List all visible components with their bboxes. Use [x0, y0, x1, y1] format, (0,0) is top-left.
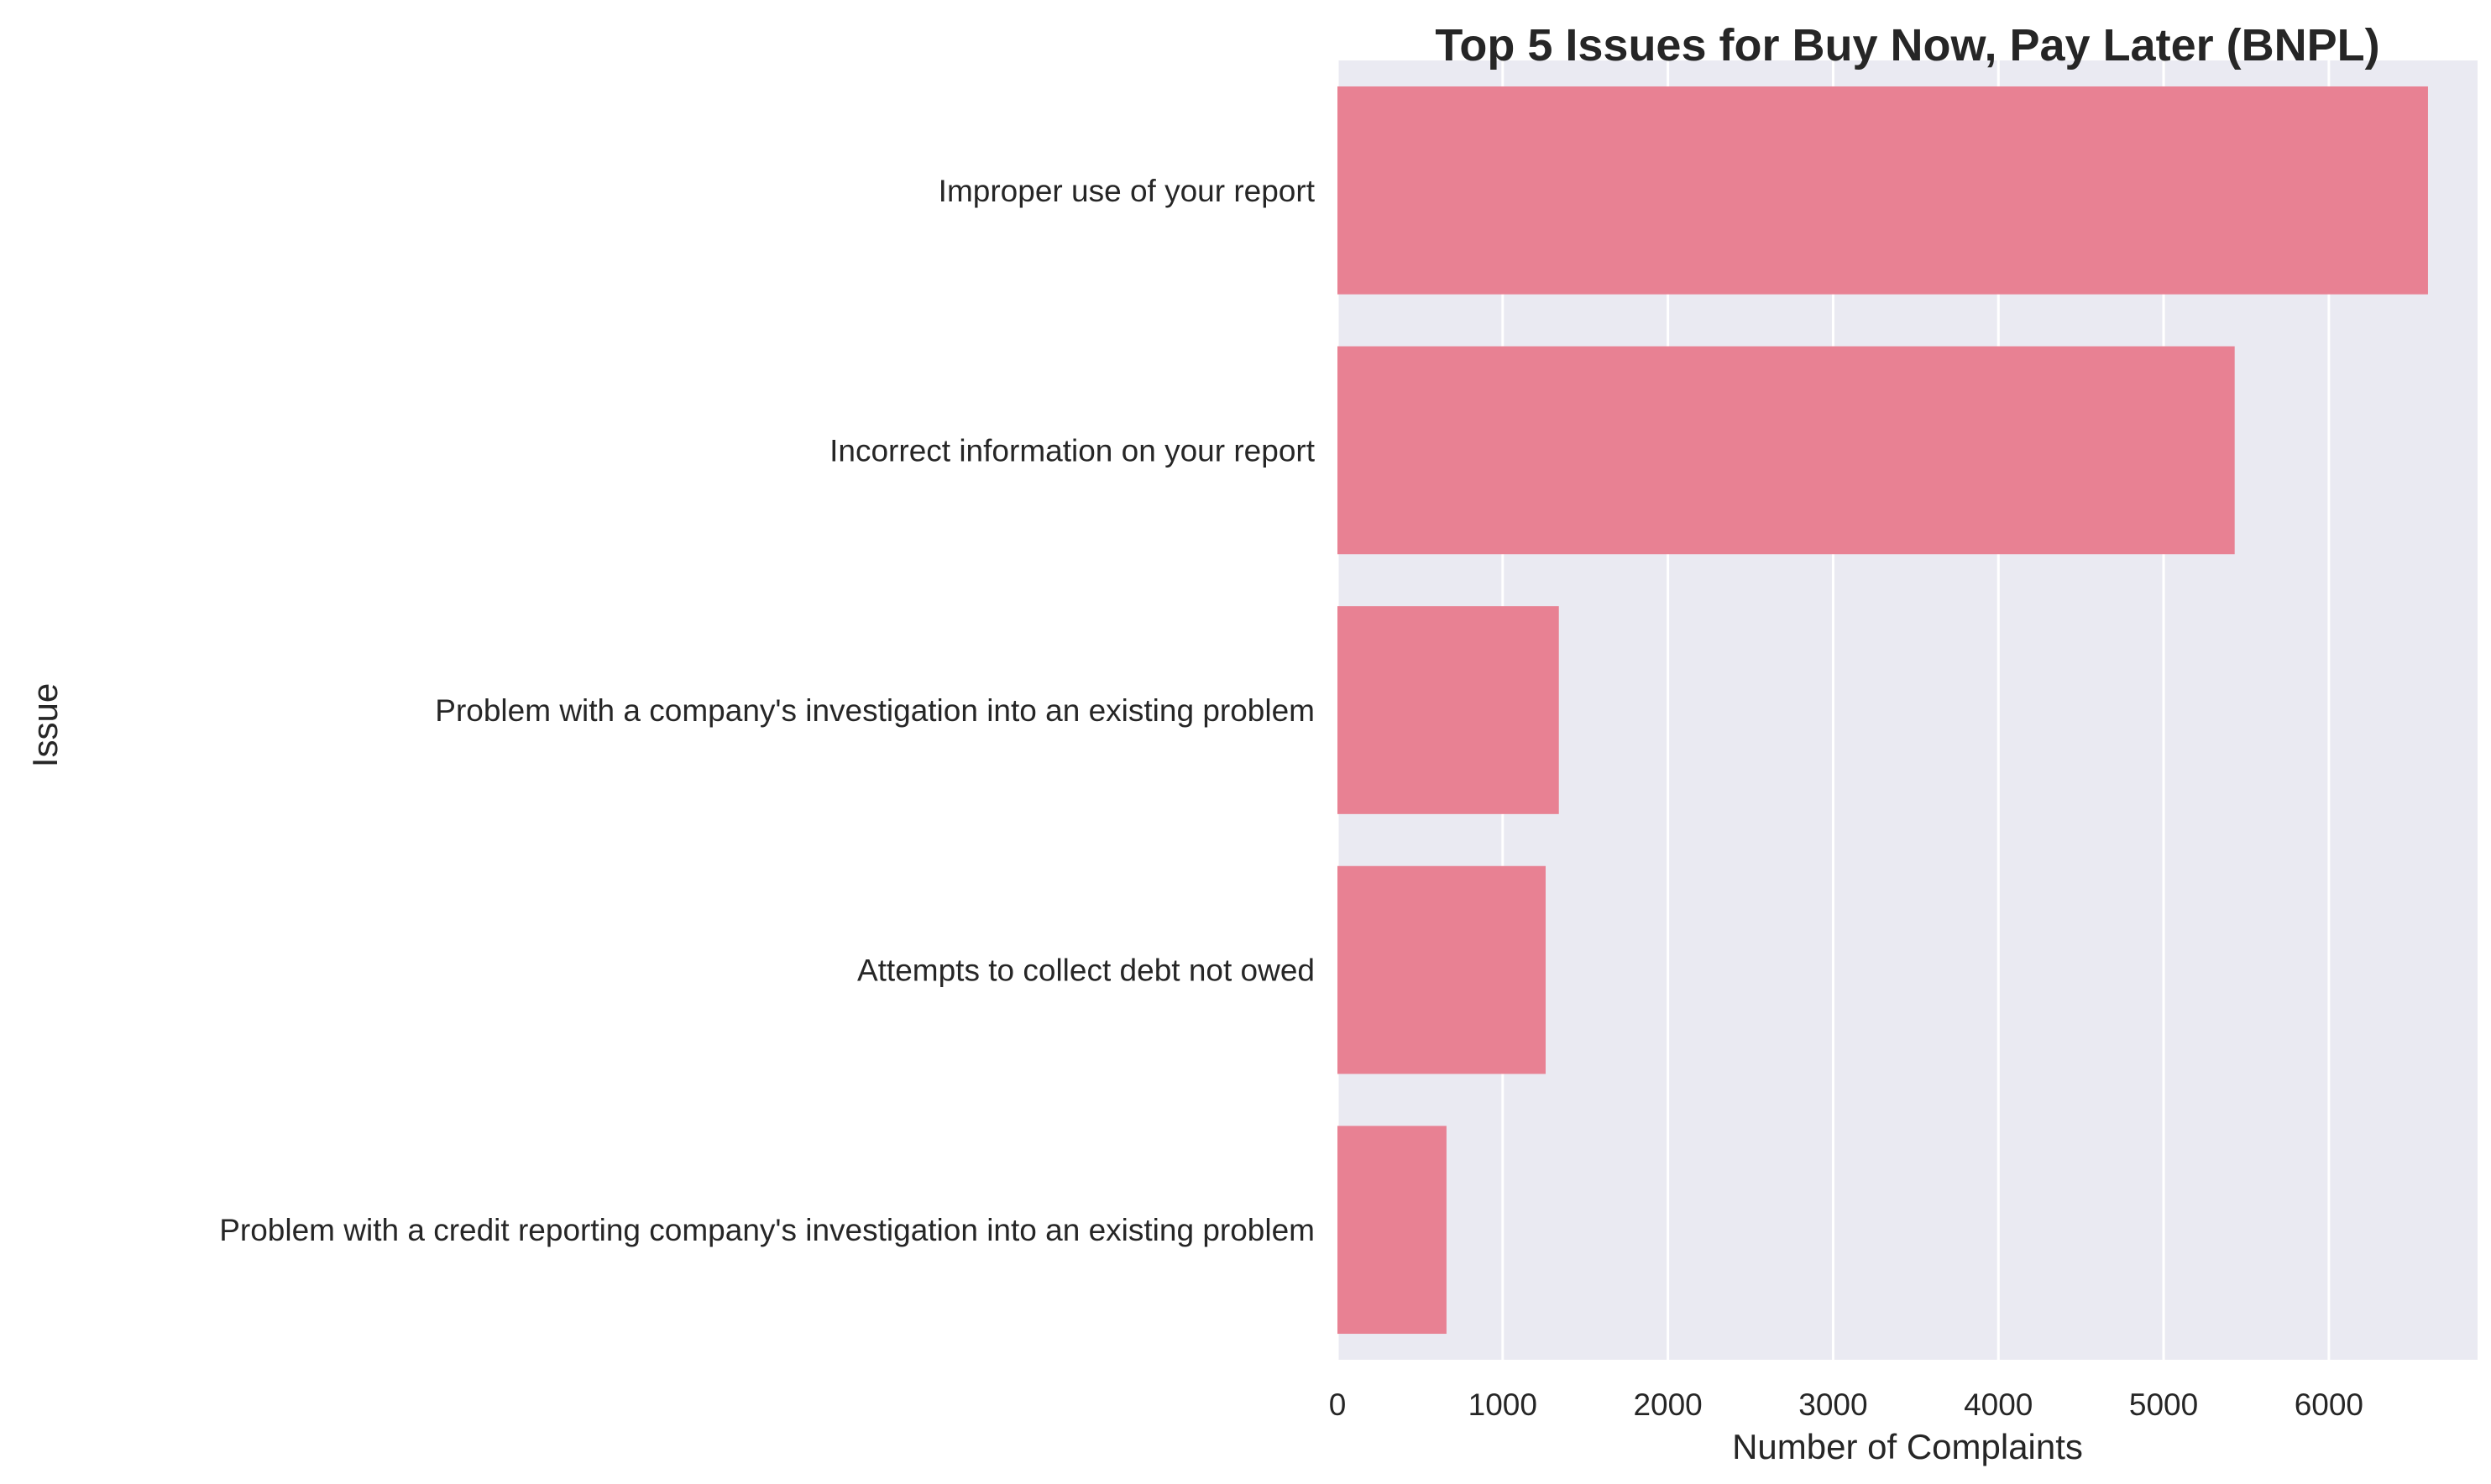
- x-tick-label-1000: 1000: [1468, 1387, 1537, 1422]
- x-tick-label-5000: 5000: [2129, 1387, 2198, 1422]
- x-tick-label-3000: 3000: [1798, 1387, 1867, 1422]
- y-tick-label-1: Improper use of your report: [939, 174, 1316, 208]
- x-tick-label-0: 0: [1329, 1387, 1347, 1422]
- x-tick-labels: 0 1000 2000 3000 4000 5000 6000: [1329, 1387, 2363, 1422]
- bar-2: [1337, 346, 2235, 555]
- x-axis-label: Number of Complaints: [1732, 1427, 2083, 1466]
- y-tick-label-4: Attempts to collect debt not owed: [857, 954, 1315, 988]
- y-tick-label-2: Incorrect information on your report: [829, 433, 1316, 468]
- y-tick-labels: Improper use of your report Incorrect inf…: [219, 174, 1315, 1247]
- y-tick-label-5: Problem with a credit reporting company'…: [219, 1213, 1315, 1247]
- bars: [1337, 86, 2428, 1335]
- x-tick-label-6000: 6000: [2295, 1387, 2363, 1422]
- bar-4: [1337, 865, 1546, 1074]
- bar-3: [1337, 606, 1559, 814]
- bar-5: [1337, 1126, 1447, 1335]
- chart-title: Top 5 Issues for Buy Now, Pay Later (BNP…: [1435, 20, 2379, 71]
- bar-1: [1337, 86, 2428, 295]
- x-tick-label-4000: 4000: [1964, 1387, 2033, 1422]
- x-tick-label-2000: 2000: [1633, 1387, 1702, 1422]
- y-axis-label: Issue: [25, 683, 65, 767]
- y-tick-label-3: Problem with a company's investigation i…: [435, 693, 1315, 728]
